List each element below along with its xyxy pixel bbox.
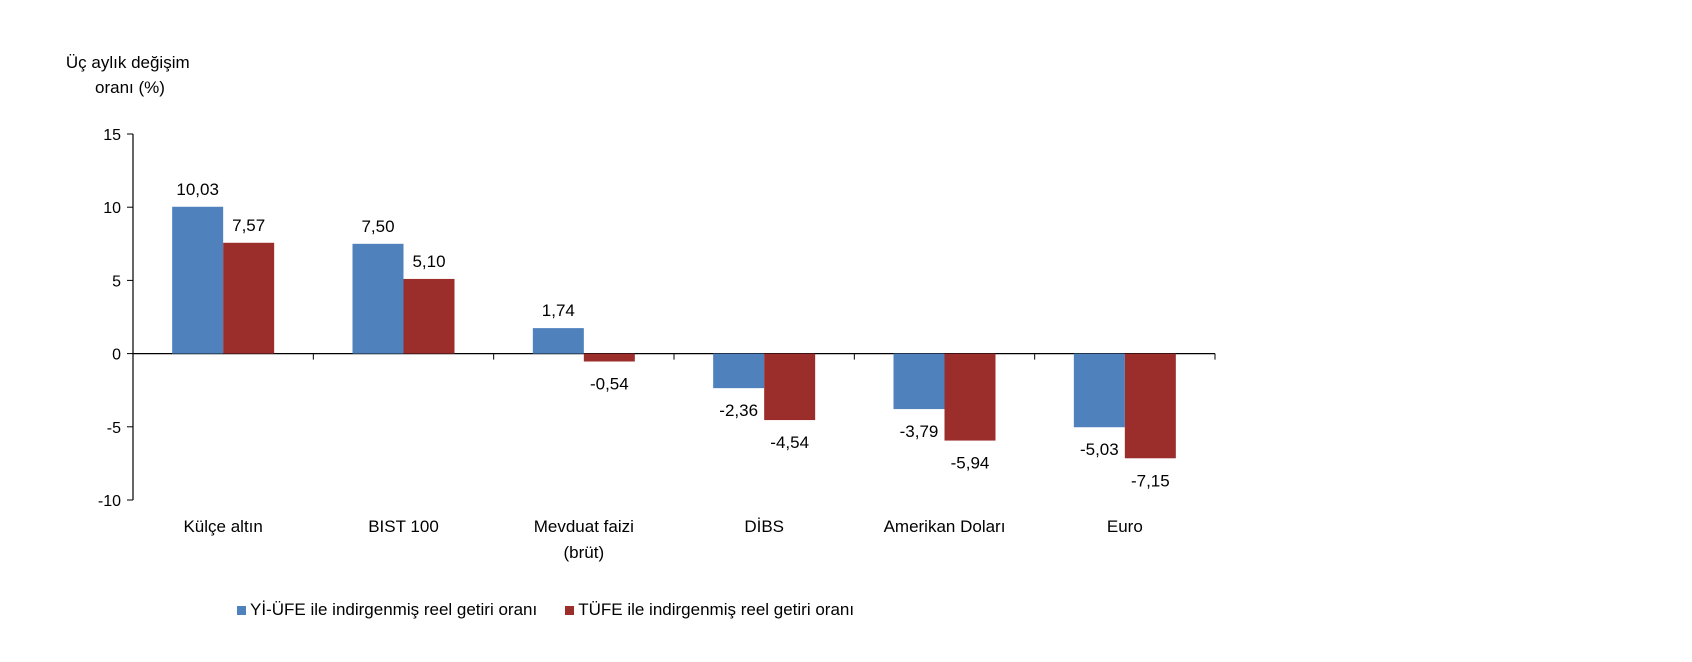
bar-series-2 bbox=[1124, 353, 1176, 459]
y-tick-label: 15 bbox=[103, 127, 121, 144]
data-label-series-2: -7,15 bbox=[1131, 471, 1170, 490]
bar-series-1 bbox=[532, 328, 584, 354]
legend: Yİ-ÜFE ile indirgenmiş reel getiri oranı… bbox=[237, 600, 882, 620]
category-label-line: Mevduat faizi bbox=[534, 517, 634, 536]
category-label-line: Amerikan Doları bbox=[884, 517, 1006, 536]
legend-label-series-1: Yİ-ÜFE ile indirgenmiş reel getiri oranı bbox=[250, 600, 538, 619]
category-label-line: (brüt) bbox=[564, 543, 605, 562]
bar-series-2 bbox=[944, 353, 996, 441]
bar-series-1 bbox=[1073, 353, 1125, 428]
category-label: Külçe altın bbox=[183, 517, 262, 536]
category-label-line: Euro bbox=[1107, 517, 1143, 536]
legend-swatch-series-2 bbox=[565, 605, 575, 615]
bar-series-2 bbox=[223, 242, 275, 354]
bar-series-1 bbox=[352, 243, 404, 354]
data-label-series-2: 5,10 bbox=[412, 252, 445, 271]
category-labels: Külçe altın BIST 100 Mevduat faizi (brüt) Dİ… bbox=[183, 517, 1142, 562]
bar-series-1 bbox=[172, 206, 224, 354]
category-label: Mevduat faizi (brüt) bbox=[534, 517, 634, 562]
data-label-series-1: 1,74 bbox=[542, 301, 575, 320]
data-labels: 10,03 7,57 7,50 5,10 1,74 -0,54 -2,36 -4,54 -3,7… bbox=[176, 180, 1169, 491]
y-tick-label: -10 bbox=[98, 493, 121, 510]
bar-series-2 bbox=[764, 353, 816, 421]
bar-series-2 bbox=[583, 353, 635, 362]
data-label-series-1: -3,79 bbox=[900, 422, 939, 441]
category-label-line: BIST 100 bbox=[368, 517, 439, 536]
category-label: BIST 100 bbox=[368, 517, 439, 536]
category-label-line: Külçe altın bbox=[183, 517, 262, 536]
y-axis-title: Üç aylık değişim oranı (%) bbox=[66, 53, 194, 97]
y-tick-label: 0 bbox=[112, 347, 121, 364]
data-label-series-1: -2,36 bbox=[719, 401, 758, 420]
axes: 15 10 5 0 -5 -10 bbox=[98, 127, 1216, 510]
data-label-series-1: -5,03 bbox=[1080, 440, 1119, 459]
category-label-line: DİBS bbox=[744, 517, 784, 536]
y-axis-title-line-1: Üç aylık değişim bbox=[66, 53, 190, 72]
data-label-series-2: 7,57 bbox=[232, 216, 265, 235]
bar-series-1 bbox=[713, 353, 765, 389]
legend-item-series-1: Yİ-ÜFE ile indirgenmiş reel getiri oranı bbox=[237, 600, 537, 620]
category-label: DİBS bbox=[744, 517, 784, 536]
y-axis-title-line-2: oranı (%) bbox=[95, 78, 165, 97]
y-tick-label: 5 bbox=[112, 273, 121, 290]
legend-label-series-2: TÜFE ile indirgenmiş reel getiri oranı bbox=[578, 600, 855, 619]
data-label-series-1: 7,50 bbox=[361, 217, 394, 236]
data-label-series-1: 10,03 bbox=[176, 180, 219, 199]
bars bbox=[172, 206, 1176, 459]
y-tick-label: -5 bbox=[107, 420, 121, 437]
category-label: Amerikan Doları bbox=[884, 517, 1006, 536]
data-label-series-2: -5,94 bbox=[951, 454, 990, 473]
bar-series-2 bbox=[403, 278, 455, 354]
bar-series-1 bbox=[893, 353, 945, 410]
data-label-series-2: -0,54 bbox=[590, 375, 629, 394]
category-label: Euro bbox=[1107, 517, 1143, 536]
legend-swatch-series-1 bbox=[237, 605, 246, 615]
data-label-series-2: -4,54 bbox=[770, 433, 809, 452]
legend-item-series-2: TÜFE ile indirgenmiş reel getiri oranı bbox=[565, 600, 854, 620]
y-tick-label: 10 bbox=[103, 200, 121, 217]
